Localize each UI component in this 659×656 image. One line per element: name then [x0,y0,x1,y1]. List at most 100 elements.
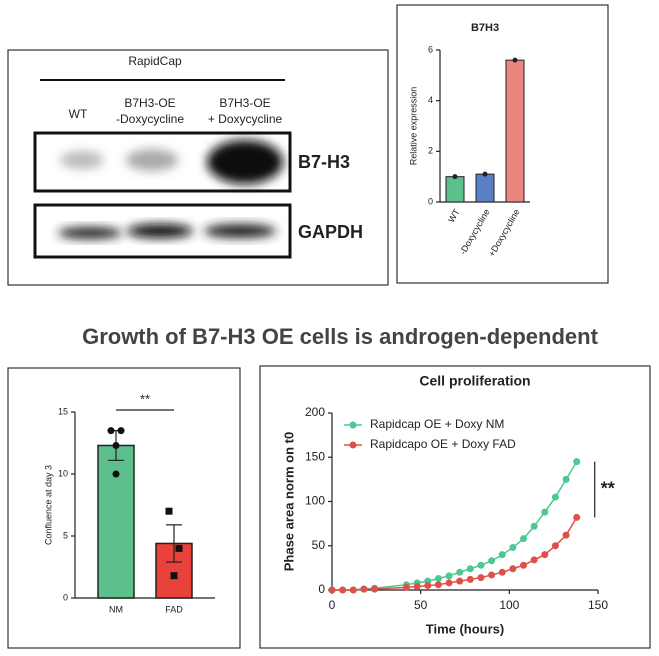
y-tick-label: 0 [318,582,325,596]
series-point [456,568,464,576]
band [126,149,178,171]
series-point [573,513,581,521]
y-tick-label: 100 [305,494,325,508]
series-point [562,531,570,539]
y-tick-label: 2 [428,146,433,156]
sig-label: ** [601,478,615,498]
series-point [477,561,485,569]
panel [259,365,651,649]
x-tick-label: FAD [165,604,183,614]
point [175,544,183,552]
y-tick-label: 10 [58,468,68,478]
x-tick-label: 150 [588,598,608,612]
series-point [530,522,538,530]
series-point [498,568,506,576]
bar [97,444,135,599]
sig-label: ** [140,391,150,406]
bar [475,173,495,203]
series-point [509,544,517,552]
y-axis-label: Phase area norm on t0 [281,432,296,571]
legend-label: Rapidcapo OE + Doxy FAD [370,437,516,451]
point [170,572,178,580]
point [107,427,115,435]
series-point [456,577,464,585]
lane-label: B7H3-OE [219,96,270,110]
heading: Growth of B7-H3 OE cells is androgen-dep… [82,324,599,349]
y-tick-label: 200 [305,405,325,419]
x-tick-label: NM [109,604,123,614]
band [60,151,104,169]
x-tick-label: +Doxycycline [486,207,521,258]
series-point [466,575,474,583]
lane-label: WT [69,107,88,121]
series-point [424,582,432,590]
panel [7,367,241,649]
band-label: GAPDH [298,222,363,242]
series-point [339,586,347,594]
y-tick-label: 0 [63,592,68,602]
y-tick-label: 4 [428,95,433,105]
bar [155,542,193,599]
lane-label: + Doxycycline [208,112,283,126]
series-point [349,586,357,594]
x-tick-label: 50 [414,598,428,612]
series-point [413,582,421,590]
x-tick-label: WT [446,207,462,225]
series-point [520,561,528,569]
y-tick-label: 150 [305,449,325,463]
chart-title: B7H3 [471,22,499,34]
series-point [541,508,549,516]
series-point [551,542,559,550]
y-tick-label: 5 [63,530,68,540]
series-point [402,583,410,591]
band [58,227,122,239]
series-point [477,574,485,582]
series-point [509,565,517,573]
y-tick-label: 0 [428,196,433,206]
series-point [328,586,336,594]
series-line [332,517,578,591]
group-label: RapidCap [128,54,182,68]
legend-marker [349,421,357,429]
chart-title: Cell proliferation [419,373,530,389]
series-point [573,458,581,466]
series-point [530,556,538,564]
y-tick-label: 15 [58,406,68,416]
mean-dot [452,174,458,180]
bar [505,59,525,203]
mean-dot [512,57,518,63]
series-point [445,572,453,580]
point [165,507,173,515]
x-tick-label: 100 [499,598,519,612]
series-point [445,579,453,587]
x-axis-label: Time (hours) [426,621,505,636]
x-tick-label: -Doxycycline [458,207,492,256]
lane-label: B7H3-OE [124,96,175,110]
y-axis-label: Confluence at day 3 [43,465,53,545]
point [112,441,120,449]
legend-label: Rapidcap OE + Doxy NM [370,417,504,431]
series-point [434,574,442,582]
panel [396,4,609,284]
point [117,427,125,435]
band [127,224,193,238]
band [207,140,283,184]
series-point [520,535,528,543]
y-tick-label: 6 [428,44,433,54]
series-point [488,571,496,579]
legend-marker [349,441,357,449]
bar [445,176,465,203]
series-point [434,581,442,589]
point [112,470,120,478]
series-point [371,585,379,593]
lane-label: -Doxycycline [116,112,184,126]
band [204,224,276,238]
series-line [332,461,578,591]
band-label: B7-H3 [298,152,350,172]
mean-dot [482,171,488,177]
series-point [541,551,549,559]
y-axis-label: Relative expression [408,87,418,166]
series-point [562,475,570,483]
series-point [551,493,559,501]
